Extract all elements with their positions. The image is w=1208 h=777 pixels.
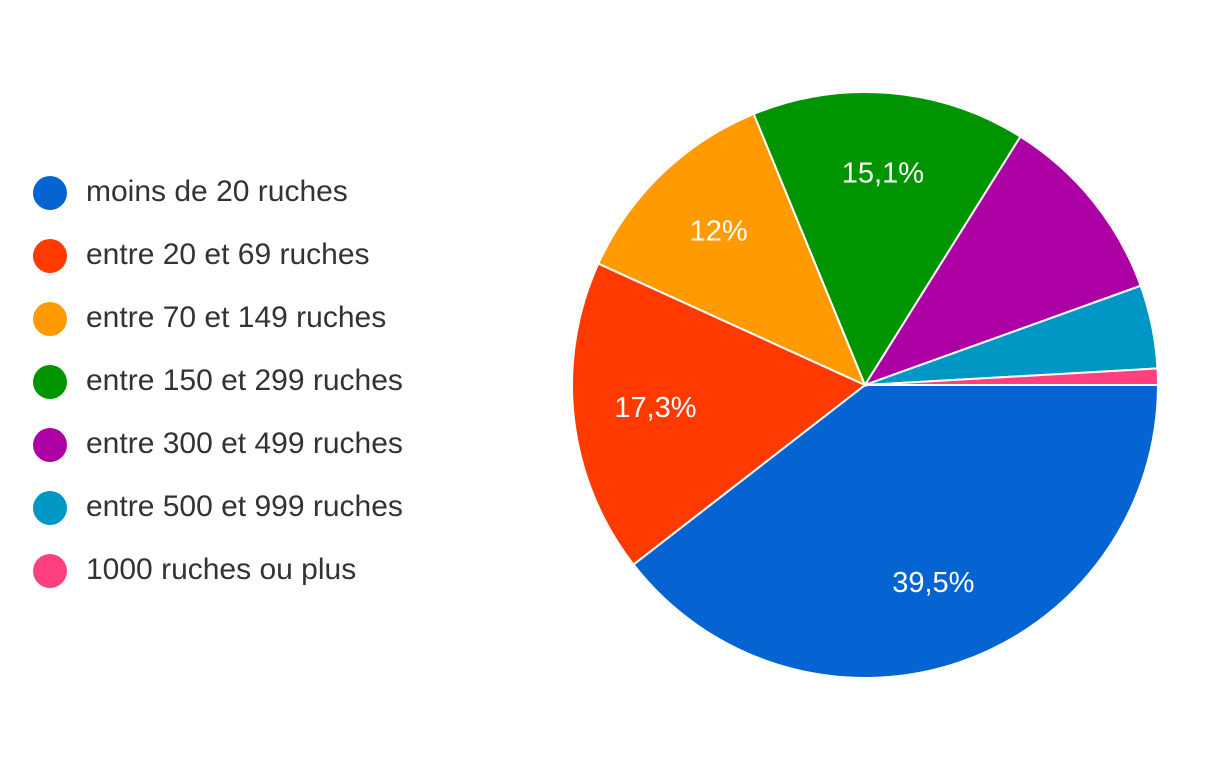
- pie-slice: [571, 262, 867, 566]
- slice-label: 12%: [690, 216, 748, 248]
- pie-slice: [632, 384, 1160, 679]
- legend-text: entre 20 et 69 ruches: [86, 238, 370, 271]
- legend-text: entre 300 et 499 ruches: [86, 427, 403, 460]
- legend-marker: [33, 554, 67, 588]
- legend-marker: [33, 176, 67, 210]
- legend-text: moins de 20 ruches: [86, 175, 348, 208]
- slice-label: 15,1%: [842, 157, 924, 189]
- legend-marker: [33, 491, 67, 525]
- legend-marker: [33, 302, 67, 336]
- legend-text: entre 150 et 299 ruches: [86, 364, 403, 397]
- slice-label: 17,3%: [614, 392, 696, 424]
- legend-marker: [33, 365, 67, 399]
- slice-label: 39,5%: [892, 567, 974, 599]
- legend-marker: [33, 428, 67, 462]
- pie-slice: [864, 367, 1160, 386]
- legend-marker: [33, 239, 67, 273]
- pie-slice: [862, 135, 1142, 387]
- legend-text: entre 500 et 999 ruches: [86, 490, 403, 523]
- pie-slice: [597, 112, 867, 387]
- pie-slice: [752, 91, 1022, 388]
- legend-text: 1000 ruches ou plus: [86, 553, 356, 586]
- legend-text: entre 70 et 149 ruches: [86, 301, 386, 334]
